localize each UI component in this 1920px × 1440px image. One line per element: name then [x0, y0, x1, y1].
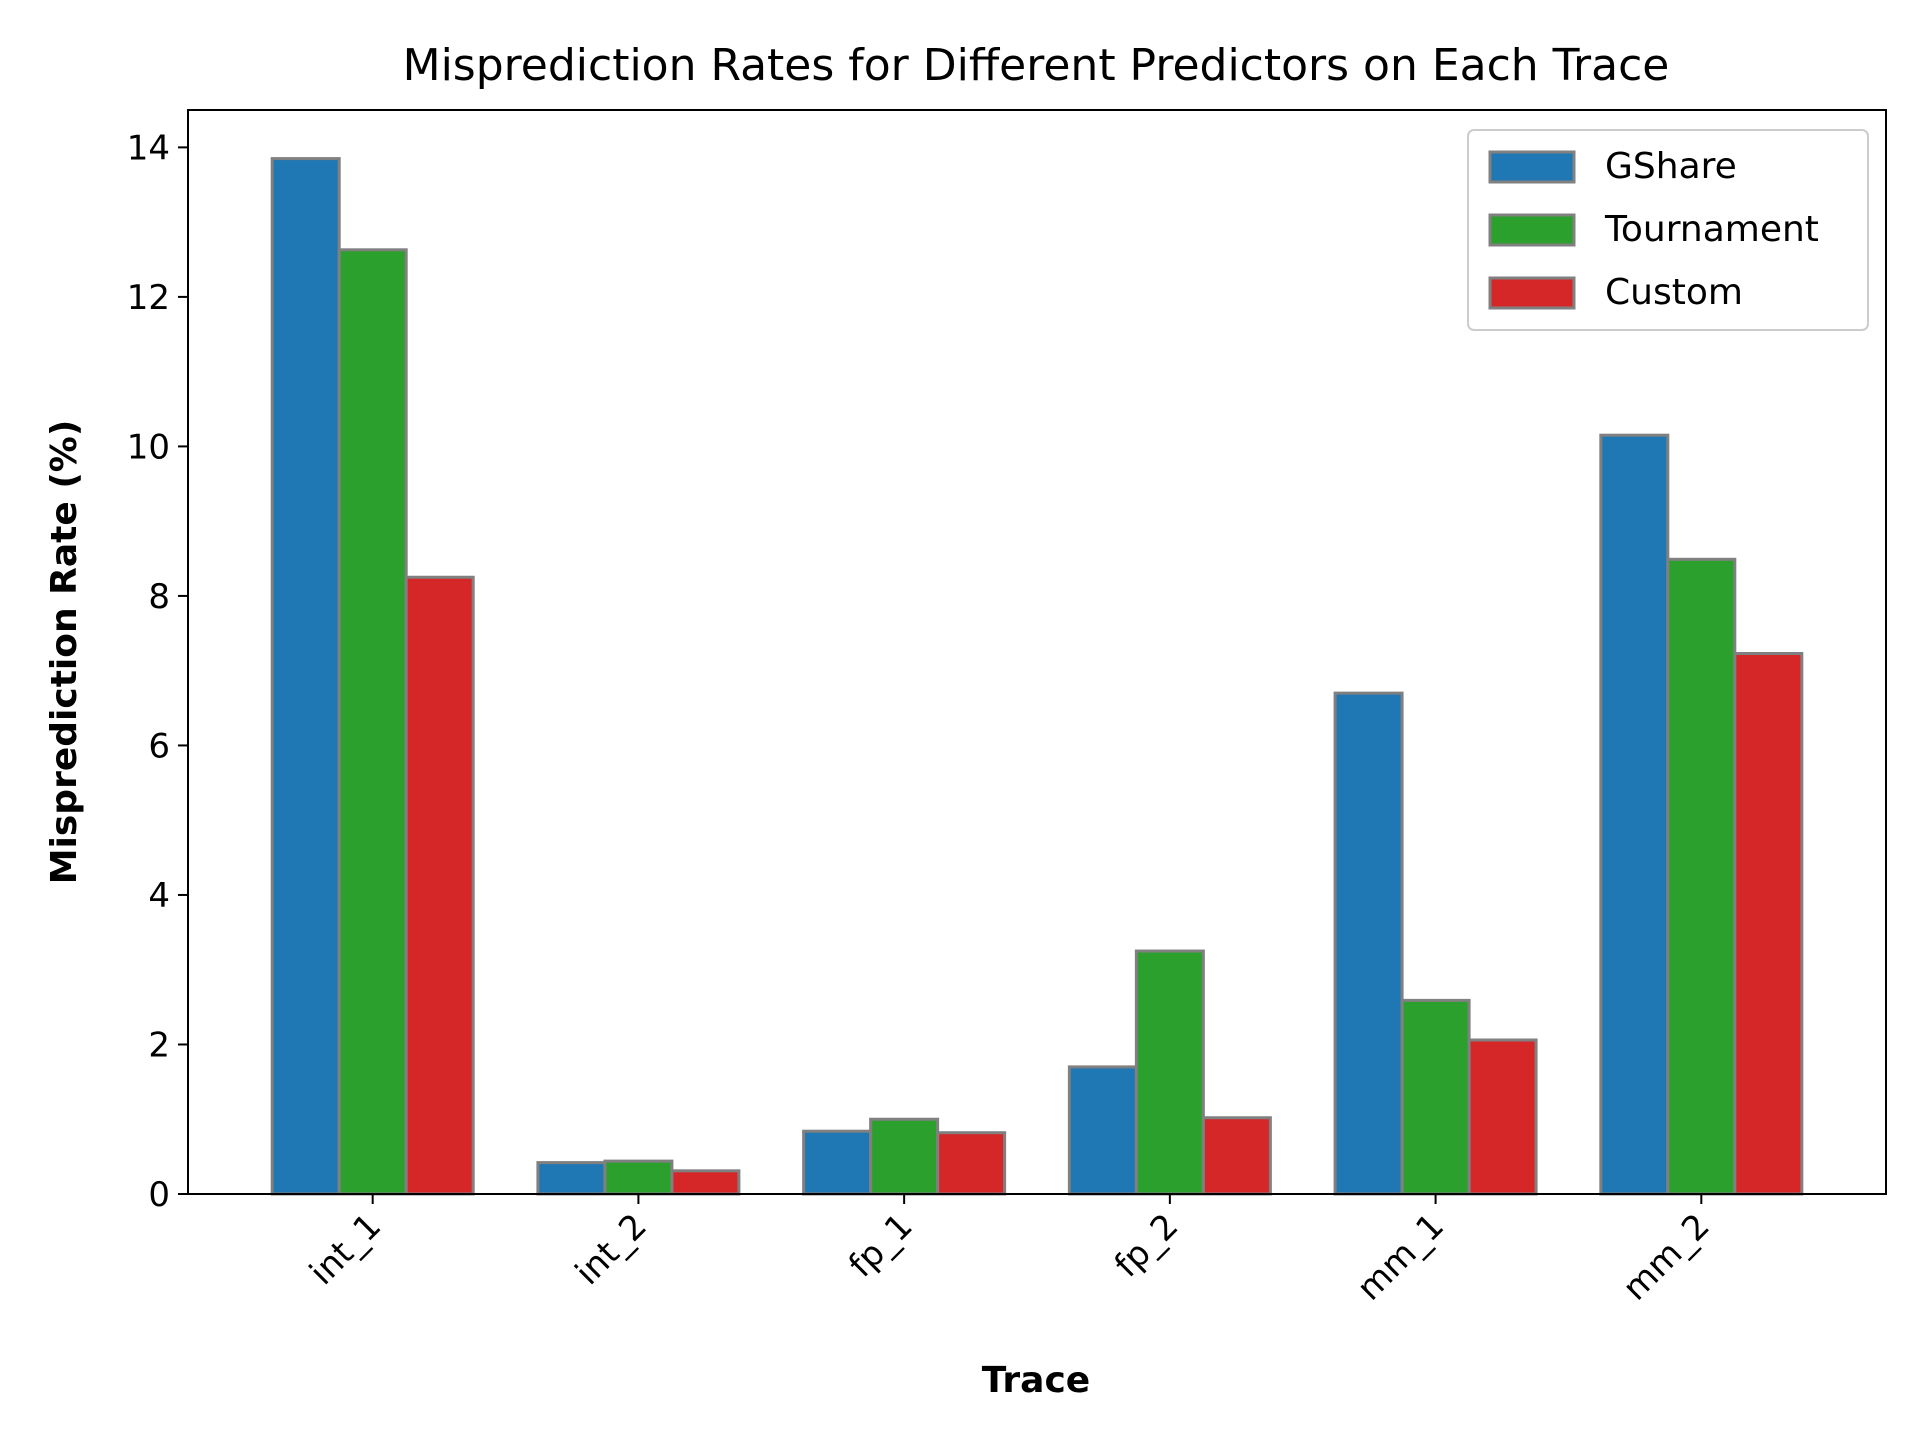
bar-tournament-int-1	[337, 248, 408, 1196]
bar-gshare-mm-1	[1333, 691, 1404, 1196]
bar-custom-int-1	[404, 575, 475, 1196]
legend-label-gshare: GShare	[1605, 146, 1737, 187]
legend-label-tournament: Tournament	[1604, 209, 1819, 250]
y-tick-label: 10	[127, 427, 170, 467]
y-tick-label: 4	[148, 876, 170, 916]
legend-swatch-gshare	[1488, 150, 1576, 184]
plot-area-frame	[187, 109, 1887, 1195]
bar-custom-fp-1	[936, 1131, 1007, 1196]
bar-custom-mm-1	[1467, 1038, 1538, 1196]
legend-label-custom: Custom	[1605, 272, 1743, 313]
legend: GShare Tournament Custom	[1467, 129, 1869, 331]
y-axis-ticks: 0 2 4 6 8 10 12 14	[127, 128, 188, 1215]
bar-gshare-mm-2	[1599, 433, 1670, 1196]
y-tick-label: 6	[148, 726, 170, 766]
y-tick-label: 8	[148, 577, 170, 617]
bar-tournament-mm-1	[1400, 998, 1471, 1196]
legend-swatch-custom	[1488, 276, 1576, 310]
legend-swatch-tournament	[1488, 213, 1576, 247]
bar-custom-fp-2	[1201, 1116, 1272, 1196]
y-tick-label: 0	[148, 1175, 170, 1215]
x-axis-label: Trace	[982, 1360, 1090, 1401]
y-tick-label: 12	[127, 278, 170, 318]
bar-gshare-int-1	[270, 157, 341, 1196]
bar-tournament-mm-2	[1666, 557, 1737, 1196]
bar-gshare-fp-1	[802, 1129, 873, 1196]
bar-gshare-int-2	[536, 1161, 607, 1196]
y-tick-label: 2	[148, 1025, 170, 1065]
chart-title: Misprediction Rates for Different Predic…	[403, 40, 1670, 91]
y-axis-label: Misprediction Rate (%)	[44, 420, 85, 885]
bar-tournament-fp-1	[869, 1117, 940, 1196]
y-tick-label: 14	[127, 128, 170, 168]
bar-gshare-fp-2	[1067, 1065, 1138, 1196]
bar-custom-int-2	[670, 1169, 741, 1196]
bar-tournament-int-2	[603, 1159, 674, 1196]
bar-custom-mm-2	[1733, 651, 1804, 1196]
bar-tournament-fp-2	[1134, 949, 1205, 1196]
bars-group	[270, 157, 1804, 1196]
